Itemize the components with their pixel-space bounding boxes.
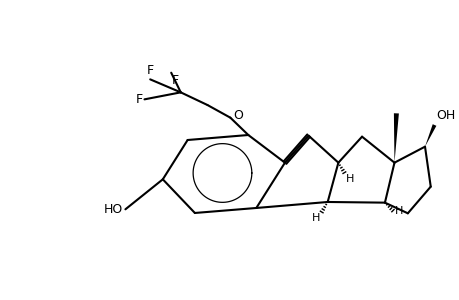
Text: F: F xyxy=(146,64,153,77)
Text: F: F xyxy=(172,74,179,87)
Text: H: H xyxy=(312,213,320,223)
Text: F: F xyxy=(135,93,142,106)
Text: HO: HO xyxy=(104,203,123,216)
Text: OH: OH xyxy=(436,109,455,122)
Text: O: O xyxy=(233,109,243,122)
Polygon shape xyxy=(424,124,436,147)
Text: H: H xyxy=(346,174,354,184)
Polygon shape xyxy=(393,113,398,163)
Text: H: H xyxy=(394,206,403,216)
